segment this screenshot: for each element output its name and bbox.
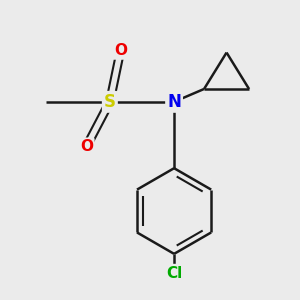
Text: O: O <box>114 43 127 58</box>
Text: Cl: Cl <box>166 266 182 280</box>
Text: N: N <box>167 93 181 111</box>
Text: O: O <box>80 139 93 154</box>
Text: S: S <box>104 93 116 111</box>
